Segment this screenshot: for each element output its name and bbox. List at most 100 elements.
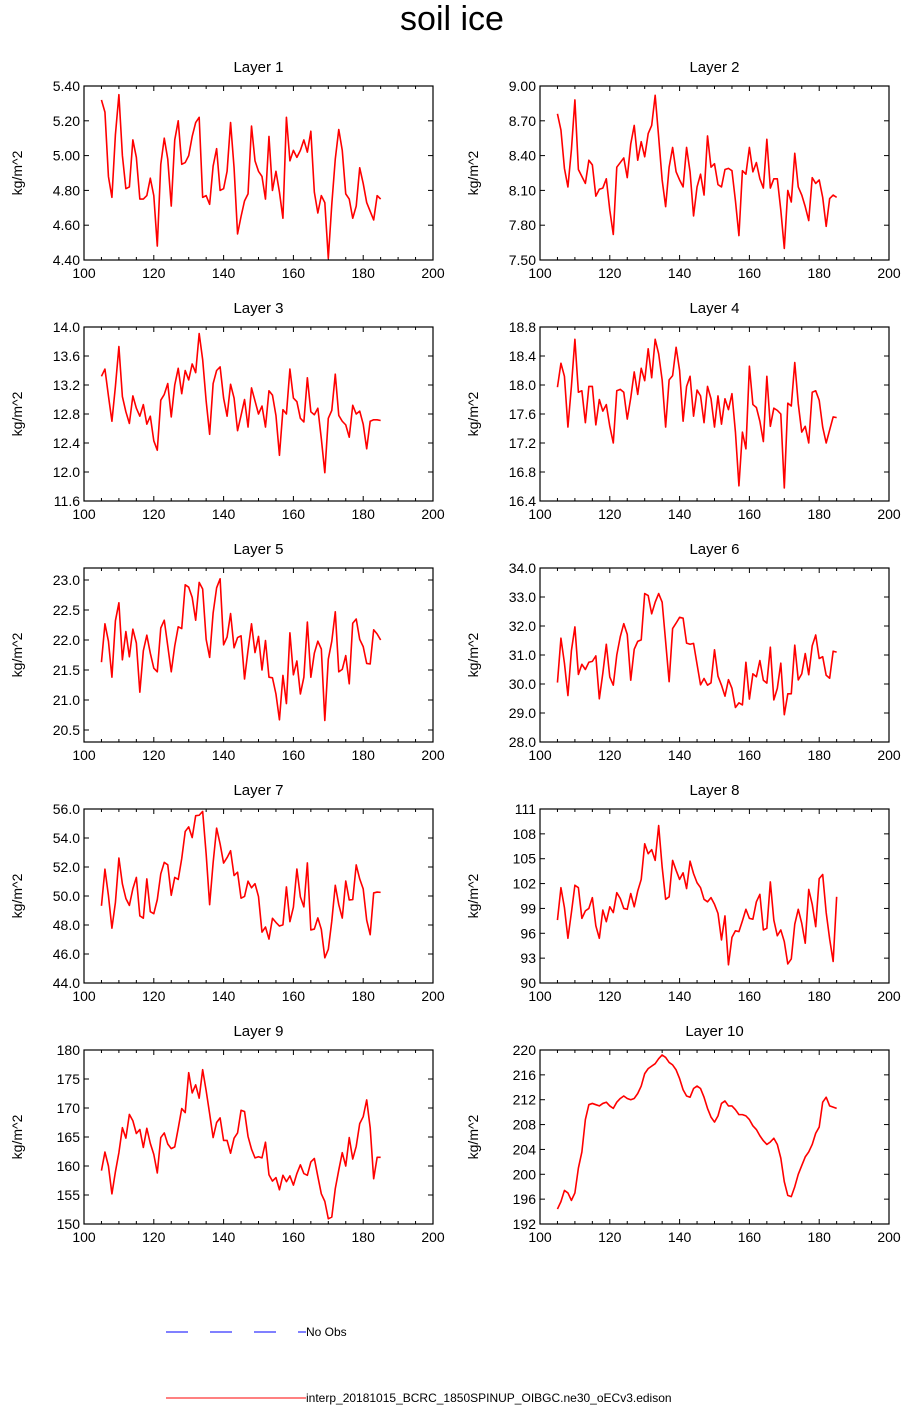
panel-7-series-line bbox=[100, 810, 381, 959]
panel-6-series-line bbox=[556, 592, 837, 716]
panel-4-frame bbox=[539, 326, 890, 502]
panel-2-ytick-label: 7.80 bbox=[509, 217, 536, 233]
panel-10-xtick-label: 180 bbox=[808, 1229, 832, 1245]
panel-4-ytick-label: 18.4 bbox=[509, 348, 536, 364]
panel-4-xtick-label: 120 bbox=[598, 506, 622, 522]
legend-line-model bbox=[166, 1397, 306, 1399]
panel-2-series-line bbox=[556, 94, 838, 250]
panel-5-ytick-label: 21.0 bbox=[53, 692, 80, 708]
panel-6-ytick-label: 34.0 bbox=[509, 560, 536, 576]
panel-6-xtick-label: 120 bbox=[598, 747, 622, 763]
panel-6-xtick-label: 180 bbox=[808, 747, 832, 763]
panel-5-xtick-label: 100 bbox=[72, 747, 96, 763]
panel-9-ylabel: kg/m^2 bbox=[9, 1114, 25, 1159]
panel-1-title: Layer 1 bbox=[233, 59, 283, 76]
panel-5-xtick-label: 120 bbox=[142, 747, 166, 763]
panel-2-xtick-label: 100 bbox=[528, 265, 552, 281]
panel-10-series-line bbox=[556, 1054, 837, 1210]
panel-3-xtick-label: 200 bbox=[421, 506, 445, 522]
panel-1-xtick-label: 140 bbox=[212, 265, 236, 281]
panel-6-ytick-label: 29.0 bbox=[509, 705, 536, 721]
panel-2-ytick-label: 9.00 bbox=[509, 78, 536, 94]
panel-7-ytick-label: 50.0 bbox=[53, 888, 80, 904]
panel-6-xtick-label: 160 bbox=[738, 747, 762, 763]
panel-7-title: Layer 7 bbox=[233, 782, 283, 799]
panel-10-xtick-label: 140 bbox=[668, 1229, 692, 1245]
panel-5-xtick-label: 180 bbox=[352, 747, 376, 763]
panel-5-ytick-label: 23.0 bbox=[53, 572, 80, 588]
panel-10-ytick-label: 220 bbox=[513, 1042, 537, 1058]
panel-6-ytick-label: 31.0 bbox=[509, 647, 536, 663]
panel-2-xtick-label: 160 bbox=[738, 265, 762, 281]
panel-5-xtick-label: 140 bbox=[212, 747, 236, 763]
panel-10-ytick-label: 212 bbox=[513, 1092, 537, 1108]
panel-1-xtick-label: 180 bbox=[352, 265, 376, 281]
panel-3-xtick-label: 160 bbox=[282, 506, 306, 522]
panel-10-ytick-label: 196 bbox=[513, 1191, 537, 1207]
panel-7-ytick-label: 52.0 bbox=[53, 859, 80, 875]
panel-2-title: Layer 2 bbox=[689, 59, 739, 76]
panel-10-ytick-label: 200 bbox=[513, 1166, 537, 1182]
panel-7-xtick-label: 100 bbox=[72, 988, 96, 1004]
legend-line-no-obs bbox=[166, 1331, 306, 1333]
panel-4-ytick-label: 16.4 bbox=[509, 493, 536, 509]
panel-6-ytick-label: 28.0 bbox=[509, 734, 536, 750]
panel-2-xtick-label: 140 bbox=[668, 265, 692, 281]
panel-7-xtick-label: 180 bbox=[352, 988, 376, 1004]
panel-8-xtick-label: 140 bbox=[668, 988, 692, 1004]
panel-8-ytick-label: 90 bbox=[520, 975, 536, 991]
panel-1-frame bbox=[83, 85, 434, 261]
panel-6-xtick-label: 100 bbox=[528, 747, 552, 763]
panel-3-xtick-label: 100 bbox=[72, 506, 96, 522]
panel-8-title: Layer 8 bbox=[689, 782, 739, 799]
panel-4-xtick-label: 160 bbox=[738, 506, 762, 522]
panel-2-xtick-label: 120 bbox=[598, 265, 622, 281]
panel-9-ytick-label: 150 bbox=[57, 1216, 81, 1232]
panel-8-ytick-label: 99 bbox=[520, 900, 536, 916]
panel-9-xtick-label: 120 bbox=[142, 1229, 166, 1245]
panel-8-ytick-label: 96 bbox=[520, 925, 536, 941]
panel-4-xtick-label: 140 bbox=[668, 506, 692, 522]
panel-10-title: Layer 10 bbox=[685, 1023, 743, 1040]
panel-8-series-line bbox=[556, 824, 838, 966]
panel-3-ytick-label: 12.0 bbox=[53, 464, 80, 480]
panel-7-ytick-label: 56.0 bbox=[53, 801, 80, 817]
panel-5-ytick-label: 20.5 bbox=[53, 722, 80, 738]
panel-2-ytick-label: 8.10 bbox=[509, 182, 536, 198]
panel-8-ytick-label: 105 bbox=[513, 851, 537, 867]
panel-1-ytick-label: 5.40 bbox=[53, 78, 80, 94]
panel-8-ylabel: kg/m^2 bbox=[465, 873, 481, 918]
panel-4-ytick-label: 18.0 bbox=[509, 377, 536, 393]
panel-7-xtick-label: 140 bbox=[212, 988, 236, 1004]
panel-1-ytick-label: 4.60 bbox=[53, 217, 80, 233]
panel-4-xtick-label: 180 bbox=[808, 506, 832, 522]
panel-3-ytick-label: 11.6 bbox=[54, 493, 80, 509]
panel-2-ytick-label: 8.40 bbox=[509, 148, 536, 164]
panel-3-xtick-label: 120 bbox=[142, 506, 166, 522]
panel-3-title: Layer 3 bbox=[233, 300, 283, 317]
panel-6-ytick-label: 32.0 bbox=[509, 618, 536, 634]
panel-5-xtick-label: 160 bbox=[282, 747, 306, 763]
panel-6-xtick-label: 140 bbox=[668, 747, 692, 763]
panel-10-frame bbox=[539, 1049, 890, 1225]
panel-9-ytick-label: 155 bbox=[57, 1187, 81, 1203]
panel-4-ytick-label: 17.2 bbox=[509, 435, 536, 451]
panel-4-series-line bbox=[556, 338, 837, 489]
panel-4-ytick-label: 18.8 bbox=[509, 319, 536, 335]
panel-8-xtick-label: 180 bbox=[808, 988, 832, 1004]
panel-1-ytick-label: 5.00 bbox=[53, 148, 80, 164]
panel-9-ytick-label: 160 bbox=[57, 1158, 81, 1174]
panel-9-ytick-label: 180 bbox=[57, 1042, 81, 1058]
panel-3-xtick-label: 180 bbox=[352, 506, 376, 522]
panel-9-ytick-label: 170 bbox=[57, 1100, 81, 1116]
panel-3-ytick-label: 12.8 bbox=[53, 406, 80, 422]
panel-2-xtick-label: 200 bbox=[877, 265, 901, 281]
panel-10-xtick-label: 200 bbox=[877, 1229, 901, 1245]
panel-7-xtick-label: 200 bbox=[421, 988, 445, 1004]
panel-3-series-line bbox=[100, 332, 381, 474]
panel-9-frame bbox=[83, 1049, 434, 1225]
panel-7-ytick-label: 44.0 bbox=[53, 975, 80, 991]
legend-label-model: interp_20181015_BCRC_1850SPINUP_OIBGC.ne… bbox=[306, 1391, 672, 1405]
panel-9-ytick-label: 165 bbox=[57, 1129, 81, 1145]
